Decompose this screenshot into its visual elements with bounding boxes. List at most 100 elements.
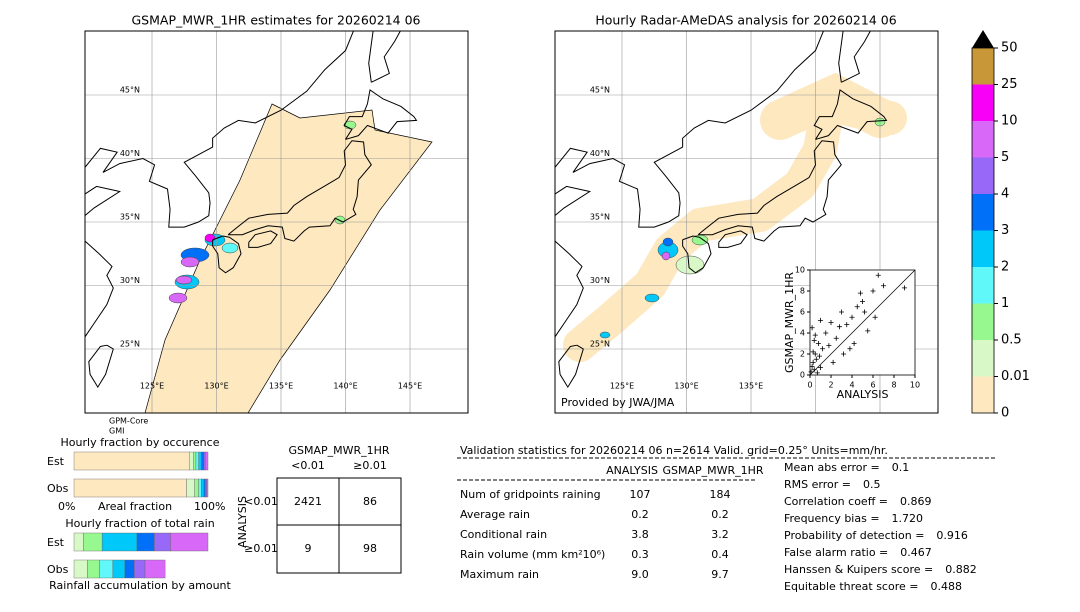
coastline xyxy=(718,230,748,248)
scatter-point xyxy=(816,353,822,359)
stat-label: Rain volume (mm km²10⁶) xyxy=(460,548,605,561)
colorbar-bin xyxy=(972,48,994,85)
coastline xyxy=(248,230,278,248)
diagonal xyxy=(809,269,916,376)
score-label: Mean abs error = xyxy=(784,461,880,474)
row-label: Est xyxy=(47,536,65,549)
scatter-point xyxy=(841,351,847,357)
fraction-segment xyxy=(205,451,209,471)
row-label: Obs xyxy=(47,482,69,495)
scatter-point xyxy=(810,359,816,365)
rain-area xyxy=(662,237,674,247)
scatter-point xyxy=(815,341,821,346)
scatter-point xyxy=(872,314,878,320)
lon-label: 135°E xyxy=(269,382,293,391)
lon-label: 135°E xyxy=(739,382,763,391)
score-label: RMS error = xyxy=(784,478,851,491)
row-header: ≥0.01 xyxy=(244,542,278,555)
table-cell: 9 xyxy=(305,542,312,555)
stat-label: Average rain xyxy=(460,508,530,521)
score-value: 0.869 xyxy=(900,495,932,508)
coastline xyxy=(85,240,114,338)
lon-label: 125°E xyxy=(140,382,164,391)
y-tick-label: 0 xyxy=(800,371,805,380)
colorbar-bin xyxy=(972,267,994,304)
scatter-point xyxy=(881,283,886,289)
scatter-point xyxy=(851,341,857,346)
axis-label: Areal fraction xyxy=(98,500,172,513)
fraction-segment xyxy=(203,478,206,498)
scatter-point xyxy=(830,359,836,365)
rain-area xyxy=(168,292,188,304)
coastline xyxy=(555,240,584,338)
scatter-point xyxy=(857,290,863,296)
score-value: 0.1 xyxy=(892,461,910,474)
colorbar-tick-label: 0 xyxy=(1001,406,1009,421)
rain-area xyxy=(599,331,611,339)
fraction-segment xyxy=(124,559,135,579)
lat-label: 40°N xyxy=(120,149,140,158)
scatter-point xyxy=(828,320,834,325)
colorbar-bin xyxy=(972,84,994,121)
score-label: Equitable threat score = xyxy=(784,580,918,593)
fraction-segment xyxy=(154,532,171,552)
scatter-point xyxy=(823,330,829,336)
stat-value: 3.2 xyxy=(711,528,729,541)
sensor-label: GPM-Core xyxy=(109,417,148,426)
colorbar-extend xyxy=(972,30,994,48)
scatter-point xyxy=(820,346,826,352)
stat-label: Maximum rain xyxy=(460,568,539,581)
sensor-label: GMI xyxy=(109,427,124,436)
scatter-point xyxy=(809,325,815,331)
stat-value: 0.2 xyxy=(711,508,729,521)
lat-label: 25°N xyxy=(120,340,140,349)
lon-label: 130°E xyxy=(204,382,228,391)
colorbar-tick-label: 0.01 xyxy=(1001,369,1030,384)
rain-area xyxy=(221,242,239,254)
rain-area xyxy=(661,251,671,261)
coastline xyxy=(343,89,418,140)
score-label: Hanssen & Kuipers score = xyxy=(784,563,933,576)
col-header: ANALYSIS xyxy=(606,464,658,477)
col-header: GSMAP_MWR_1HR xyxy=(662,464,763,477)
score-value: 1.720 xyxy=(892,512,924,525)
coastline xyxy=(88,344,114,389)
scatter-point xyxy=(839,309,844,315)
colorbar-bin xyxy=(972,157,994,194)
fraction-segment xyxy=(73,478,187,498)
coastline xyxy=(227,140,372,242)
coastline xyxy=(371,31,401,83)
x-tick-label: 6 xyxy=(870,381,875,390)
left-map-frame xyxy=(84,30,469,414)
fraction-segment xyxy=(170,532,209,552)
coastline xyxy=(555,31,824,228)
fraction-segment xyxy=(203,451,206,471)
scatter-point xyxy=(826,343,832,349)
colorbar-tick-label: 2 xyxy=(1001,260,1009,275)
fraction-segment xyxy=(83,532,103,552)
colorbar-tick-label: 1 xyxy=(1001,296,1009,311)
x-tick-label: 10 xyxy=(910,381,920,390)
scatter-point xyxy=(814,370,820,376)
lat-label: 25°N xyxy=(590,340,610,349)
col-header: <0.01 xyxy=(291,459,325,472)
stat-value: 107 xyxy=(630,488,651,501)
colorbar-tick-label: 4 xyxy=(1001,187,1009,202)
stat-value: 9.0 xyxy=(631,568,649,581)
table-cell: 2421 xyxy=(294,495,322,508)
stat-value: 184 xyxy=(710,488,731,501)
colorbar-tick-label: 25 xyxy=(1001,77,1018,92)
stat-value: 9.7 xyxy=(711,568,729,581)
lat-label: 40°N xyxy=(590,149,610,158)
scatter-point xyxy=(854,304,860,310)
stat-value: 0.3 xyxy=(631,548,649,561)
fraction-segment xyxy=(134,559,146,579)
table-cell: 86 xyxy=(363,495,377,508)
validation-header: Validation statistics for 20260214 06 n=… xyxy=(460,444,888,457)
coastline xyxy=(697,140,842,242)
table-cell: 98 xyxy=(363,542,377,555)
score-label: Frequency bias = xyxy=(784,512,880,525)
score-value: 0.488 xyxy=(930,580,962,593)
score-value: 0.916 xyxy=(936,529,968,542)
